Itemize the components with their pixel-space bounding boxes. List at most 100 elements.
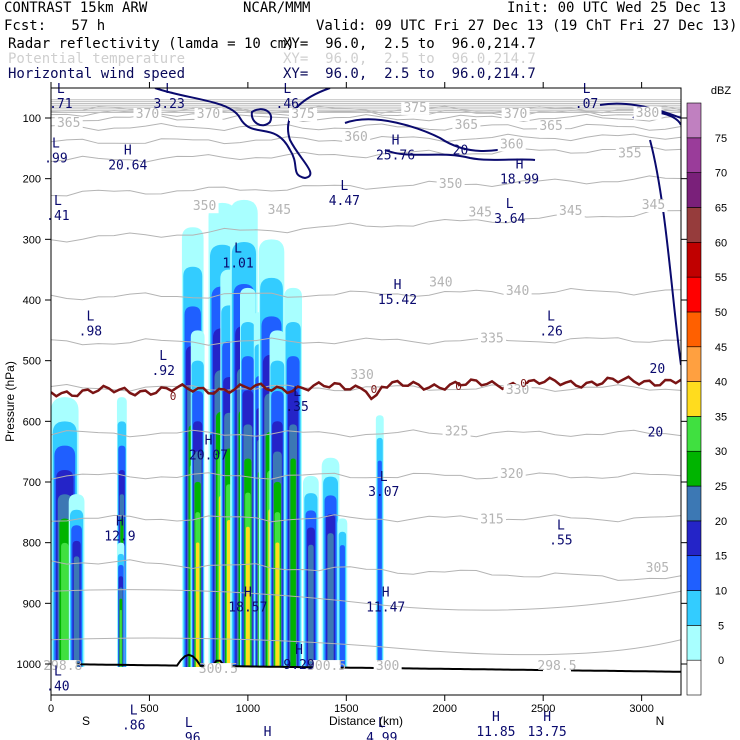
theta-label-8: 380 xyxy=(636,106,659,121)
theta-label-bg-3 xyxy=(289,108,317,121)
hl-letter-17: H xyxy=(205,434,213,449)
y-tick-label-0: 100 xyxy=(23,113,41,125)
theta-contour-330 xyxy=(51,383,681,392)
theta-label-bg-16 xyxy=(556,205,585,219)
hl-value-26: 11.85 xyxy=(476,725,515,740)
theta-label-31: 298.5 xyxy=(537,659,576,674)
theta-label-bg-6 xyxy=(501,108,530,121)
hl-value-12: 15.42 xyxy=(378,293,417,308)
hl-value-22: 11.47 xyxy=(366,600,405,615)
hl-value-28: .96 xyxy=(177,731,200,740)
x-tick-label-5: 2500 xyxy=(531,703,555,715)
hl-value-14: .92 xyxy=(151,364,174,379)
theta-contour-365 xyxy=(51,122,681,132)
colorbar-label-6: 30 xyxy=(715,446,727,458)
colorbar-label-0: 0 xyxy=(718,655,724,667)
reflectivity-cell-5-level-8 xyxy=(195,542,200,668)
colorbar-label-15: 75 xyxy=(715,133,727,145)
colorbar-label-2: 10 xyxy=(715,586,727,598)
reflectivity-cell-14-level-5 xyxy=(308,544,314,668)
theta-label-bg-25 xyxy=(478,513,506,527)
header-valid: Valid: 09 UTC Fri 27 Dec 13 (19 ChT Fri … xyxy=(316,18,738,34)
hl-letter-4: L xyxy=(52,136,60,151)
theta-contour-320 xyxy=(51,472,681,480)
hl-value-0: .71 xyxy=(49,97,72,112)
hl-letter-24: H xyxy=(295,643,303,658)
theta-label-29: 300 xyxy=(376,659,399,674)
hl-letter-25: L xyxy=(130,704,138,719)
theta-contour-lower-1 xyxy=(51,589,681,611)
theta-label-bg-2 xyxy=(194,108,223,121)
reflectivity-cell-16-level-3 xyxy=(339,545,345,668)
hl-value-18: 3.07 xyxy=(368,485,399,500)
theta-label-1: 370 xyxy=(136,107,159,122)
colorbar-swatch-13 xyxy=(686,207,702,243)
zero-isotherm-label-3: 0 xyxy=(520,377,527,390)
theta-label-22: 330 xyxy=(506,383,529,398)
theta-label-bg-0 xyxy=(54,117,83,131)
header-org: NCAR/MMM xyxy=(243,0,311,16)
colorbar-swatch-6 xyxy=(686,450,702,487)
hl-letter-23: L xyxy=(54,664,62,679)
colorbar-label-11: 55 xyxy=(715,272,727,284)
hl-value-27: 13.75 xyxy=(528,725,567,740)
hl-letter-26: H xyxy=(492,710,500,725)
theta-label-bg-7 xyxy=(537,120,566,134)
theta-label-bg-26 xyxy=(643,561,672,575)
theta-contour-340 xyxy=(51,287,681,301)
theta-label-11: 355 xyxy=(618,146,641,161)
zero-isotherm-label-1: 0 xyxy=(371,383,378,396)
wind-contour-1 xyxy=(250,108,273,127)
field-reflectivity-label: Radar reflectivity (lamda = 10 cm) xyxy=(8,36,295,52)
theta-label-16: 345 xyxy=(559,204,582,219)
hl-value-3: .07 xyxy=(575,97,598,112)
reflectivity-cell-9-level-8 xyxy=(245,526,250,668)
hl-value-4: .99 xyxy=(44,151,67,166)
theta-label-20: 335 xyxy=(480,331,503,346)
y-tick-label-1: 200 xyxy=(23,174,41,186)
y-axis-label: Pressure (hPa) xyxy=(3,361,17,442)
x-tick-label-6: 3000 xyxy=(629,703,653,715)
theta-contour-345 xyxy=(51,210,681,243)
colorbar-label-9: 45 xyxy=(715,342,727,354)
hl-value-15: .26 xyxy=(539,324,562,339)
hl-letter-9: L xyxy=(340,179,348,194)
colorbar-label-4: 20 xyxy=(715,516,727,528)
reflectivity-cell-17-level-3 xyxy=(377,460,382,668)
hl-letter-15: L xyxy=(547,309,555,324)
reflectivity-cell-13-level-6 xyxy=(290,458,296,668)
theta-label-bg-22 xyxy=(503,384,532,398)
colorbar-label-10: 50 xyxy=(715,307,727,319)
hl-value-9: 4.47 xyxy=(329,194,360,209)
y-tick-label-5: 600 xyxy=(23,416,41,428)
hl-value-2: .46 xyxy=(276,97,299,112)
hl-letter-27: H xyxy=(543,710,551,725)
theta-contour-335 xyxy=(51,336,681,346)
x-tick-label-3: 1500 xyxy=(334,703,358,715)
theta-label-bg-19 xyxy=(503,285,532,299)
theta-label-bg-15 xyxy=(466,206,495,220)
hl-letter-5: H xyxy=(124,144,132,159)
theta-label-21: 330 xyxy=(350,368,373,383)
theta-label-19: 340 xyxy=(506,284,529,299)
hl-letter-28: L xyxy=(185,716,193,731)
colorbar-swatch-12 xyxy=(686,241,702,278)
theta-label-bg-13 xyxy=(190,200,219,214)
theta-label-6: 370 xyxy=(504,107,527,122)
theta-label-bg-5 xyxy=(452,118,481,132)
field-reflectivity-xy: XY= 96.0, 2.5 to 96.0,214.7 xyxy=(283,36,536,52)
hl-value-23: .40 xyxy=(46,679,69,694)
theta-label-bg-12 xyxy=(436,177,465,191)
hl-letter-13: L xyxy=(86,309,94,324)
wind-contour-label-2: 20 xyxy=(648,426,664,441)
theta-label-bg-18 xyxy=(426,276,455,290)
hl-value-29: 4.99 xyxy=(366,731,397,740)
wind-contour-2 xyxy=(344,118,521,152)
theta-contour-355 xyxy=(51,145,681,163)
reflectivity-fill-layer xyxy=(51,199,384,668)
x-axis-label: Distance (km) xyxy=(329,714,403,728)
theta-label-bg-17 xyxy=(639,199,668,212)
y-tick-label-9: 1000 xyxy=(17,659,41,671)
field-theta-xy: XY= 96.0, 2.5 to 96.0,214.7 xyxy=(283,51,536,67)
